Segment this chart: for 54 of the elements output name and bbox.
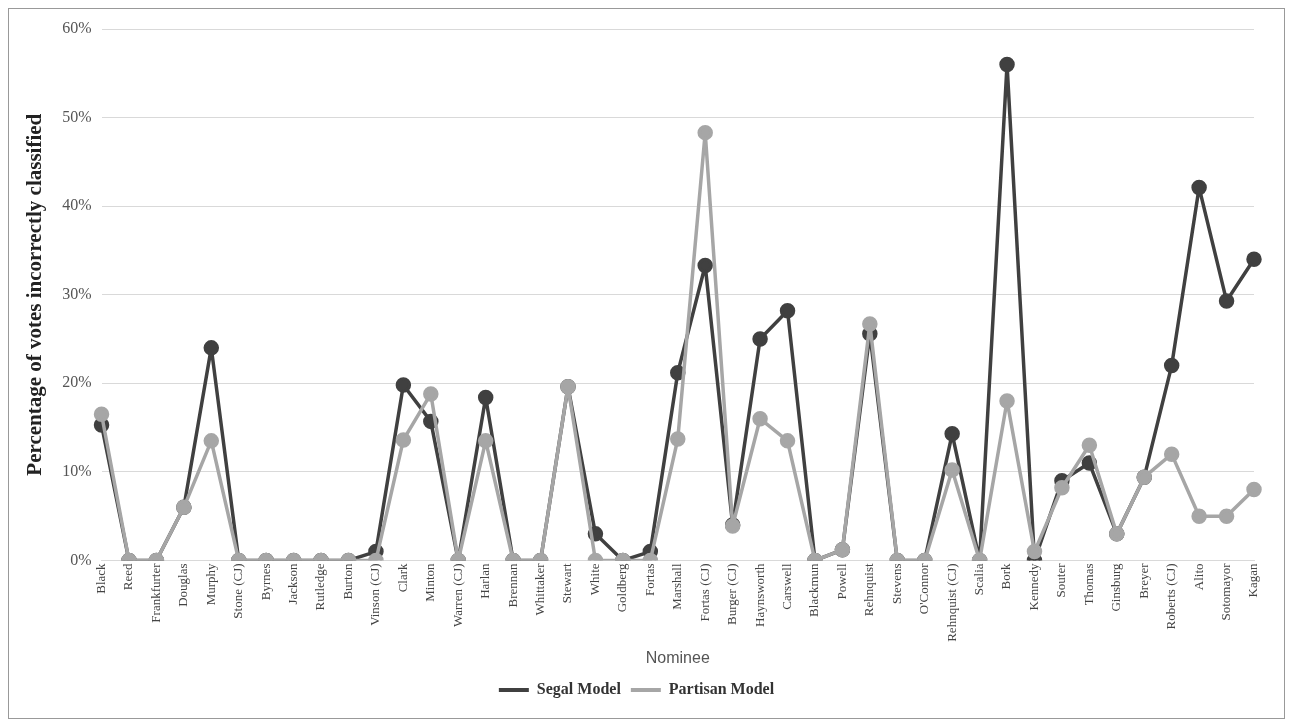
x-tick-label: Warren (CJ) [449,563,465,628]
y-tick-label: 40% [62,196,92,214]
x-tick-label: Goldberg [614,562,630,613]
x-tick-label: Rutledge [312,563,328,611]
x-tick-label: Bork [998,562,1014,590]
x-tick-label: Rehnquist (CJ) [943,563,959,642]
x-tick-label: Souter [1053,562,1069,598]
x-tick-label: Byrnes [257,563,273,601]
x-tick-label: Carswell [778,563,794,610]
legend-label: Partisan Model [668,680,775,698]
x-tick-label: Breyer [1135,562,1151,599]
x-tick-label: Murphy [202,562,218,606]
x-tick-label: Alito [1190,563,1206,591]
x-tick-label: Kennedy [1025,562,1041,611]
y-tick-label: 30% [62,284,92,302]
x-tick-label: Whittaker [531,562,547,616]
x-tick-label: Blackmun [806,562,822,617]
x-tick-label: Ginsburg [1108,562,1124,612]
x-tick-label: Stewart [559,563,575,604]
x-tick-label: Douglas [175,563,191,607]
x-tick-label: Black [92,562,108,594]
x-tick-label: Frankfurter [147,562,163,623]
x-tick-label: Clark [394,562,410,593]
x-tick-label: Jackson [285,562,301,605]
x-tick-label: Fortas (CJ) [696,563,712,622]
x-tick-label: Roberts (CJ) [1163,563,1179,630]
x-tick-label: White [586,563,602,596]
y-axis-title: Percentage of votes incorrectly classified [22,113,47,476]
x-tick-label: Burton [339,562,355,600]
x-tick-label: Marshall [669,563,685,610]
x-tick-label: Burger (CJ) [724,563,740,625]
y-tick-label: 0% [70,550,92,568]
y-tick-label: 50% [62,107,92,125]
legend-label: Segal Model [536,680,622,699]
x-tick-label: Minton [422,562,438,602]
x-tick-label: Stevens [888,563,904,604]
x-tick-label: Kagan [1245,562,1261,598]
x-tick-label: Thomas [1080,563,1096,606]
x-tick-label: O'Connor [916,562,932,615]
x-tick-label: Fortas [641,563,657,596]
x-tick-label: Brennan [504,562,520,608]
x-tick-label: Sotomayor [1217,562,1233,621]
x-tick-label: Harlan [477,562,493,599]
x-tick-label: Haynsworth [751,562,767,627]
y-tick-label: 10% [62,462,92,480]
x-axis-title: Nominee [645,648,710,666]
x-tick-label: Scalia [971,563,987,596]
x-tick-label: Rehnquist [861,563,877,617]
y-tick-label: 60% [62,19,92,37]
x-tick-label: Powell [833,563,849,600]
x-tick-label: Reed [120,562,136,591]
y-tick-label: 20% [62,373,92,391]
x-tick-label: Vinson (CJ) [367,563,383,626]
x-tick-label: Stone (CJ) [230,563,246,619]
